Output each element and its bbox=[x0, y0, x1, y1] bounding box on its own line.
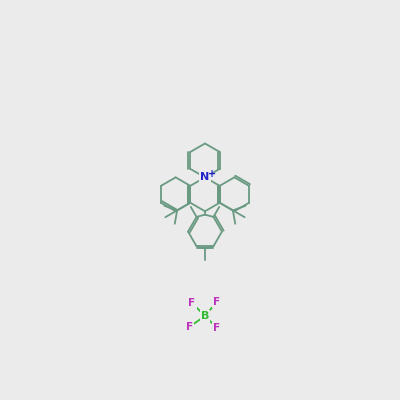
Text: F: F bbox=[188, 298, 196, 308]
Text: F: F bbox=[186, 322, 194, 332]
Text: F: F bbox=[213, 297, 220, 307]
Text: +: + bbox=[208, 169, 216, 179]
Text: B: B bbox=[201, 311, 209, 321]
Text: N: N bbox=[200, 172, 210, 182]
Text: F: F bbox=[214, 323, 220, 333]
